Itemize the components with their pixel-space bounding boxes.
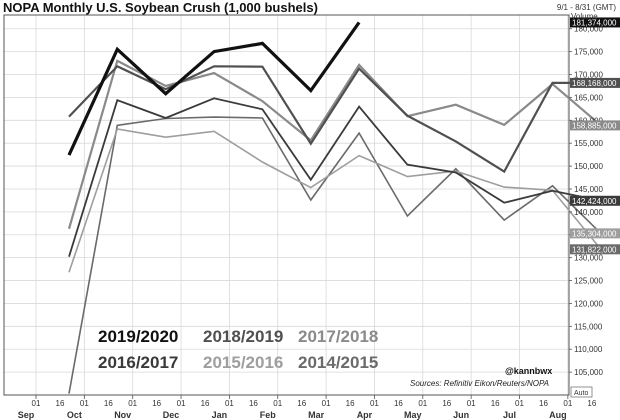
x-tick-label: 01 [128, 399, 137, 408]
x-tick-label: 16 [152, 399, 161, 408]
y-tick-label: 115,000 [574, 322, 603, 331]
x-tick-label: 01 [467, 399, 476, 408]
y-tick-label: 170,000 [574, 71, 603, 80]
x-month-label: May [404, 410, 422, 420]
grid-lines [4, 15, 569, 395]
last-value-flag-text: 158,885,000 [572, 121, 617, 130]
series-line-2017-2018 [67, 59, 602, 230]
y-tick-label: 155,000 [574, 139, 603, 148]
x-month-label: Jul [503, 410, 516, 420]
x-month-label: Sep [18, 410, 35, 420]
y-tick-label: 145,000 [574, 185, 603, 194]
auto-button-label[interactable]: Auto [574, 390, 589, 397]
x-tick-label: 16 [587, 399, 596, 408]
last-value-flag-box [570, 17, 620, 28]
date-range-label: 9/1 - 8/31 (GMT) [556, 3, 616, 12]
x-tick-label: 01 [418, 399, 427, 408]
x-tick-label: 16 [104, 399, 113, 408]
series-line-2019-2020 [67, 21, 361, 156]
legend-item-2016-2017: 2016/2017 [98, 353, 178, 372]
series-line-2015-2016 [68, 128, 602, 273]
y-tick-label: 150,000 [574, 162, 603, 171]
last-value-flag-box [570, 77, 620, 88]
x-tick-label: 01 [322, 399, 331, 408]
legend-item-2018-2019: 2018/2019 [203, 327, 283, 346]
series-line-2014-2015 [68, 116, 602, 394]
series-line-2018-2019 [68, 64, 601, 174]
x-month-label: Mar [308, 410, 325, 420]
x-tick-label: 01 [32, 399, 41, 408]
last-value-flag-text: 142,424,000 [572, 197, 617, 206]
x-tick-label: 16 [249, 399, 258, 408]
x-month-label: Oct [67, 410, 82, 420]
x-tick-label: 01 [80, 399, 89, 408]
axis-unit-label: Volume [571, 12, 598, 21]
legend-item-2019-2020: 2019/2020 [98, 327, 178, 346]
y-tick-label: 180,000 [574, 25, 603, 34]
x-tick-label: 01 [177, 399, 186, 408]
y-tick-label: 130,000 [574, 254, 603, 263]
last-value-flags: 181,374,000 168,168,000 158,885,000 142,424… [570, 17, 620, 255]
x-tick-label: 01 [563, 399, 572, 408]
source-label: Sources: Refinitiv Eikon/Reuters/NOPA [410, 379, 549, 388]
last-value-flag-box [570, 228, 620, 239]
x-month-label: Jun [453, 410, 469, 420]
x-tick-label: 16 [491, 399, 500, 408]
y-tick-label: 140,000 [574, 208, 603, 217]
x-tick-label: 01 [370, 399, 379, 408]
x-month-label: Dec [163, 410, 180, 420]
last-value-flag-text: 135,304,000 [572, 229, 617, 238]
x-tick-label: 01 [515, 399, 524, 408]
x-month-label: Jan [212, 410, 228, 420]
last-value-flag-text: 131,822,000 [572, 245, 617, 254]
x-tick-label: 16 [297, 399, 306, 408]
legend-item-2014-2015: 2014/2015 [298, 353, 378, 372]
last-value-flag-box [570, 120, 620, 131]
x-tick-label: 16 [394, 399, 403, 408]
chart-title: NOPA Monthly U.S. Soybean Crush (1,000 b… [3, 0, 318, 15]
last-value-flag-box [570, 195, 620, 206]
legend-item-2015-2016: 2015/2016 [203, 353, 283, 372]
last-value-flag: 142,424,000 [570, 195, 620, 206]
x-tick-label: 16 [442, 399, 451, 408]
last-value-flag: 131,822,000 [570, 244, 620, 255]
y-tick-label: 120,000 [574, 299, 603, 308]
last-value-flag-text: 168,168,000 [572, 79, 617, 88]
auto-button-frame[interactable] [570, 386, 593, 398]
x-month-label: Apr [357, 410, 373, 420]
x-tick-label: 16 [201, 399, 210, 408]
auto-scale-button[interactable]: Auto [570, 386, 593, 398]
y-tick-label: 125,000 [574, 277, 603, 286]
y-tick-label: 110,000 [574, 345, 603, 354]
last-value-flag: 158,885,000 [570, 120, 620, 131]
plot-frame [3, 14, 570, 396]
series-line-2016-2017 [68, 97, 602, 257]
last-value-flag-text: 181,374,000 [572, 18, 617, 27]
x-tick-label: 01 [273, 399, 282, 408]
x-tick-label: 01 [225, 399, 234, 408]
y-tick-label: 105,000 [574, 368, 603, 377]
last-value-flag-box [570, 244, 620, 255]
last-value-flag: 135,304,000 [570, 228, 620, 239]
legend: 2019/2020 2018/2019 2017/2018 2016/2017 … [98, 327, 378, 372]
credit-label: @kannbwx [505, 366, 552, 376]
x-month-label: Nov [114, 410, 131, 420]
x-tick-label: 16 [539, 399, 548, 408]
legend-item-2017-2018: 2017/2018 [298, 327, 378, 346]
last-value-flag: 181,374,000 [570, 17, 620, 28]
x-tick-label: 16 [346, 399, 355, 408]
series-lines [67, 21, 602, 394]
last-value-flag: 168,168,000 [570, 77, 620, 88]
x-month-label: Feb [260, 410, 277, 420]
x-tick-label: 16 [56, 399, 65, 408]
x-month-label: Aug [549, 410, 567, 420]
y-tick-label: 175,000 [574, 48, 603, 57]
y-tick-label: 165,000 [574, 93, 603, 102]
